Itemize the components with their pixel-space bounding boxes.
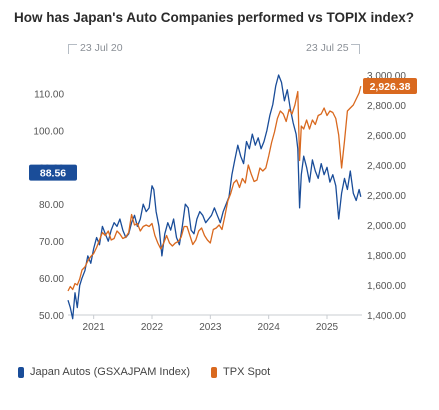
legend-label-tpx-spot: TPX Spot (223, 366, 271, 378)
y-right-tick-label: 2,200.00 (367, 191, 406, 202)
date-range-bar[interactable]: 23 Jul 20 23 Jul 25 (0, 42, 439, 58)
y-right-tick-label: 2,400.00 (367, 161, 406, 172)
x-tick-label: 2023 (199, 322, 222, 333)
series-line-tpx-spot (67, 85, 362, 292)
last-value-badge-tpx-spot (363, 78, 417, 95)
range-start-handle[interactable] (68, 44, 77, 54)
last-value-label-japan-autos: 88.56 (40, 168, 66, 180)
legend-item-japan-autos[interactable]: Japan Autos (GSXAJPAM Index) (18, 366, 190, 378)
last-value-badge-japan-autos (29, 164, 77, 181)
y-right-tick-label: 1,600.00 (367, 281, 406, 292)
series-line-japan-autos (67, 74, 362, 320)
y-right-tick-label: 3,000.00 (367, 71, 406, 82)
last-value-label-tpx-spot: 2,926.38 (370, 81, 411, 93)
x-tick-label: 2022 (141, 322, 164, 333)
y-left-tick-label: 60.00 (39, 274, 64, 285)
y-left-tick-label: 70.00 (39, 237, 64, 248)
legend-label-japan-autos: Japan Autos (GSXAJPAM Index) (30, 366, 190, 378)
legend: Japan Autos (GSXAJPAM Index) TPX Spot (18, 366, 288, 381)
x-tick-label: 2024 (258, 322, 281, 333)
y-right-tick-label: 2,800.00 (367, 101, 406, 112)
legend-swatch-japan-autos (18, 366, 24, 378)
range-end-date: 23 Jul 25 (306, 42, 349, 54)
y-left-tick-label: 80.00 (39, 200, 64, 211)
range-start-date: 23 Jul 20 (80, 42, 123, 54)
x-tick-label: 2025 (316, 322, 339, 333)
y-right-tick-label: 1,800.00 (367, 251, 406, 262)
legend-swatch-tpx-spot (211, 366, 218, 378)
chart-title: How has Japan's Auto Companies performed… (14, 10, 415, 25)
x-tick-label: 2021 (83, 322, 106, 333)
range-end-handle[interactable] (351, 44, 360, 54)
y-left-tick-label: 50.00 (39, 311, 64, 322)
y-right-tick-label: 2,600.00 (367, 131, 406, 142)
y-left-tick-label: 100.00 (33, 126, 64, 137)
line-chart[interactable]: 50.0060.0070.0080.0090.00100.00110.001,4… (0, 60, 439, 340)
y-right-tick-label: 1,400.00 (367, 311, 406, 322)
y-left-tick-label: 110.00 (34, 89, 64, 100)
legend-item-tpx-spot[interactable]: TPX Spot (211, 366, 270, 378)
y-right-tick-label: 2,000.00 (367, 221, 406, 232)
